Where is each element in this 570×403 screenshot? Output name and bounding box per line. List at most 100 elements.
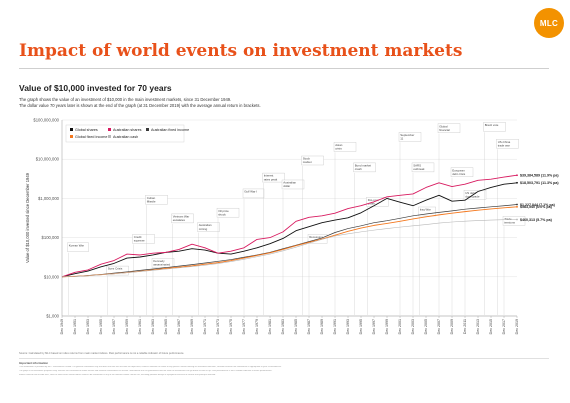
x-tick-label: Dec 1991 [333, 319, 337, 334]
event-label: Stock [303, 157, 311, 161]
legend-label: Australian shares [113, 128, 142, 132]
legend-label: Global shares [75, 128, 98, 132]
event-callout-box [262, 172, 285, 183]
legend-swatch [146, 128, 149, 131]
x-tick-label: Dec 1965 [164, 319, 168, 334]
event-label: Credit [134, 235, 142, 239]
page-title: Impact of world events on investment mar… [19, 41, 463, 61]
event-callout-box [366, 197, 389, 207]
event-callout-box [216, 207, 240, 218]
x-tick-label: Dec 2013 [476, 319, 480, 334]
mlc-logo: MLC [534, 8, 564, 38]
series-line [61, 182, 518, 278]
source-note: Source: Calculated by MLC based on index… [19, 352, 185, 355]
important-info-paragraph-3: Indices used do not include fees, costs … [19, 374, 216, 376]
event-label: Iraq War [420, 208, 431, 212]
x-tick-label: Dec 1971 [203, 319, 207, 334]
series-line [61, 206, 518, 278]
event-label: Trade [504, 217, 512, 221]
investment-growth-chart: $1,000 $10,000 $100,000 $1,000,000 $10,000,0… [25, 118, 559, 335]
event-label: assassinated [153, 263, 170, 267]
y-axis-label: Value of $10,000 invested since December… [25, 172, 30, 263]
y-tick-label: $100,000 [42, 235, 60, 240]
event-label: European [452, 168, 465, 172]
legend-swatch [108, 135, 111, 138]
series-line [61, 174, 518, 278]
event-callout-box [483, 122, 506, 132]
x-tick-label: Dec 2019 [515, 319, 519, 334]
event-label: Interest [264, 174, 274, 178]
x-tick-label: Dec 1993 [346, 319, 350, 334]
x-tick-label: Dec 2011 [463, 319, 467, 334]
x-tick-label: Dec 1975 [229, 319, 233, 334]
event-callout-box [450, 167, 474, 177]
important-info-heading: Important information [19, 361, 49, 365]
event-label: squeeze [134, 239, 145, 243]
end-value-label: $1,227,044 (7.1% pa) [520, 203, 556, 207]
legend-box [65, 124, 185, 143]
legend-swatch [70, 135, 73, 138]
event-callout-box [463, 190, 487, 200]
event-callout-box [353, 162, 376, 173]
event-label: financial [439, 128, 450, 132]
x-tick-label: Dec 1977 [242, 319, 246, 334]
event-label: escalates [173, 218, 186, 222]
x-tick-label: Dec 1953 [86, 319, 90, 334]
series-line [61, 204, 518, 278]
event-label: Missile [147, 199, 156, 203]
intro-line-1: The graph shows the value of an investme… [19, 97, 232, 102]
x-tick-label: Dec 1959 [125, 319, 129, 334]
event-label: September [400, 133, 414, 137]
event-label: Asian [335, 143, 343, 147]
event-label: Gulf War I [244, 190, 257, 194]
event-label: crash [355, 167, 362, 171]
event-label: US-China [498, 140, 511, 144]
event-label: US debt [465, 191, 476, 195]
y-tick-label: $10,000,000 [36, 157, 60, 162]
x-tick-label: Dec 2001 [398, 319, 402, 334]
x-tick-label: Dec 2007 [437, 319, 441, 334]
event-label: crisis [335, 147, 342, 151]
end-value-label: $583,540 (6.0% pa) [520, 205, 553, 209]
y-tick-label: $100,000,000 [33, 118, 59, 123]
event-label: Suez Crisis [108, 267, 123, 271]
legend-swatch [70, 128, 73, 131]
event-label: dollar [283, 184, 290, 188]
x-tick-label: Dec 2015 [489, 319, 493, 334]
logo-text: MLC [539, 18, 559, 28]
y-tick-label: $1,000,000 [38, 196, 60, 201]
series-end-point [516, 203, 518, 206]
intro-line-2: The dollar value 70 years later is shown… [19, 103, 261, 108]
legend-label: Global fixed income [75, 135, 107, 139]
x-tick-label: Dec 1979 [255, 319, 259, 334]
x-tick-label: Dec 1985 [294, 319, 298, 334]
event-label: 11 [400, 137, 403, 141]
event-label: Vietnam War [173, 214, 190, 218]
event-label: downgrade [465, 194, 480, 198]
x-tick-label: Dec 2009 [450, 319, 454, 334]
footer-divider [19, 358, 549, 359]
event-callout-box [106, 265, 129, 276]
x-tick-label: Dec 1989 [320, 319, 324, 334]
x-tick-label: Dec 1967 [177, 319, 181, 334]
end-value-label: $460,313 (5.7% pa) [520, 218, 553, 222]
x-tick-label: Dec 2003 [411, 319, 415, 334]
event-callout-box [197, 222, 220, 232]
event-callout-box [496, 139, 519, 149]
x-tick-label: Dec 1987 [307, 319, 311, 334]
event-callout-box [67, 242, 89, 252]
event-label: Recession [309, 235, 323, 239]
event-label: Oil price [218, 209, 229, 213]
event-label: market [303, 160, 312, 164]
x-tick-label: Dec 1955 [99, 319, 103, 334]
event-label: Brexit vote [485, 123, 499, 127]
event-label: Korean War [69, 243, 84, 247]
important-info-paragraph-1: This information is provided by MLC Inve… [19, 366, 282, 368]
event-label: tensions [504, 221, 515, 225]
legend-swatch [108, 128, 111, 131]
x-tick-label: Dec 2017 [502, 319, 506, 334]
end-value-label: $39,384,589 (11.9% pa) [520, 174, 559, 178]
event-label: debt crisis [452, 172, 466, 176]
x-tick-label: Dec 2005 [424, 319, 428, 334]
x-tick-label: Dec 1961 [138, 319, 142, 334]
